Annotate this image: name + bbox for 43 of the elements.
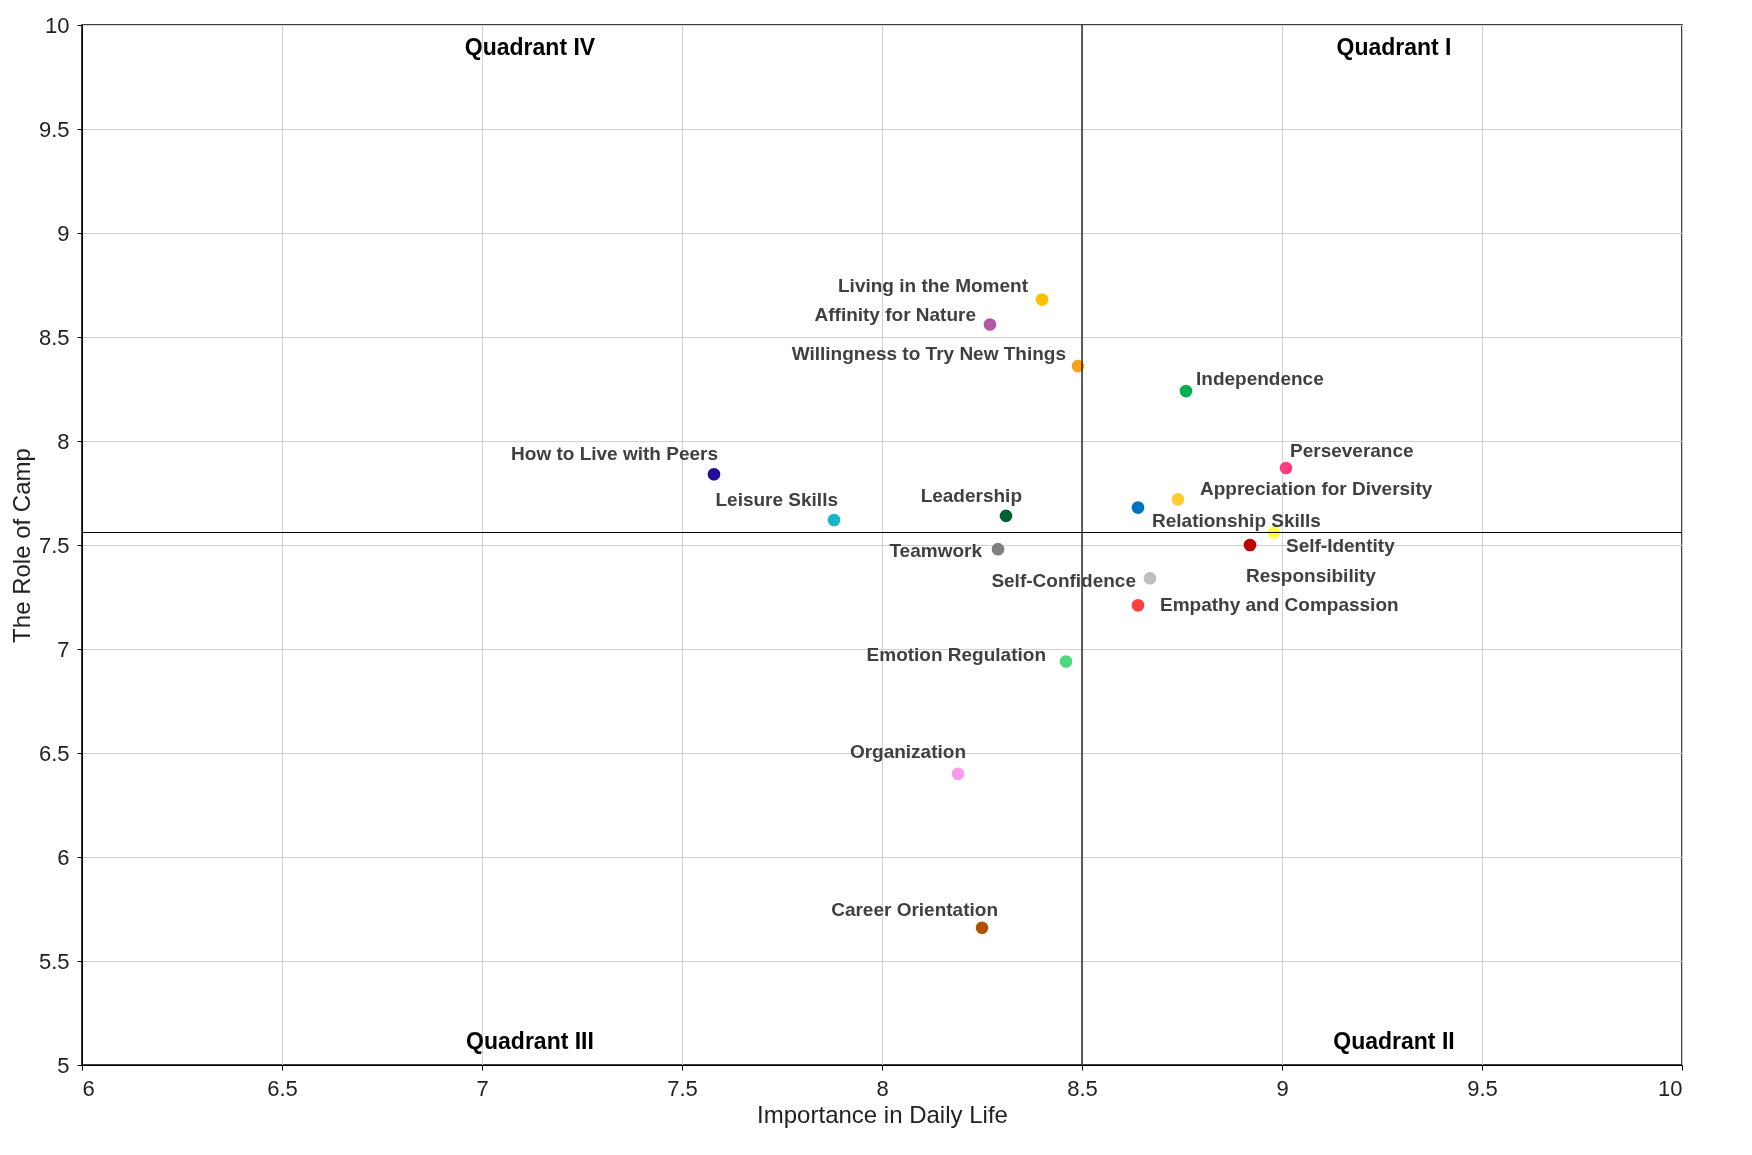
series-label: Independence bbox=[1196, 368, 1324, 390]
series-label: Relationship Skills bbox=[1152, 509, 1321, 531]
x-tick-label: 9 bbox=[1276, 1075, 1289, 1101]
series-label: Career Orientation bbox=[831, 898, 998, 920]
series-label: Teamwork bbox=[889, 540, 983, 562]
x-tick-label: 7 bbox=[476, 1075, 489, 1101]
series-label: Living in the Moment bbox=[838, 274, 1029, 296]
y-tick-label: 7.5 bbox=[38, 532, 70, 558]
x-axis-title: Importance in Daily Life bbox=[757, 1100, 1008, 1128]
y-tick-label: 8 bbox=[57, 428, 70, 454]
y-tick-label: 8.5 bbox=[38, 324, 70, 350]
x-tick-label: 6.5 bbox=[267, 1075, 298, 1101]
y-tick-label: 7 bbox=[57, 636, 70, 662]
series-label: Appreciation for Diversity bbox=[1200, 478, 1433, 500]
series-label: Emotion Regulation bbox=[866, 644, 1046, 666]
annotation: Quadrant IV bbox=[464, 33, 596, 60]
series-label: Affinity for Nature bbox=[814, 303, 976, 325]
series-label: Leisure Skills bbox=[715, 489, 838, 511]
series-label: Self-Identity bbox=[1286, 534, 1396, 556]
x-tick-label: 8.5 bbox=[1067, 1075, 1098, 1101]
x-tick-label: 7.5 bbox=[667, 1075, 698, 1101]
y-tick-label: 6.5 bbox=[38, 740, 70, 766]
x-tick-label: 10 bbox=[1658, 1075, 1683, 1101]
series-label: Perseverance bbox=[1290, 440, 1414, 462]
series-label: How to Live with Peers bbox=[511, 443, 718, 465]
x-tick-label: 8 bbox=[876, 1075, 889, 1101]
series-label: Empathy and Compassion bbox=[1160, 594, 1399, 616]
y-axis-title: The Role of Camp bbox=[7, 448, 35, 643]
series-label: Organization bbox=[849, 740, 966, 762]
annotation: Quadrant II bbox=[1333, 1028, 1455, 1055]
y-tick-label: 10 bbox=[45, 12, 70, 38]
annotation: Quadrant I bbox=[1336, 33, 1452, 60]
series-label: Leadership bbox=[920, 484, 1022, 506]
y-tick-label: 5.5 bbox=[38, 948, 70, 974]
series-label: Responsibility bbox=[1246, 565, 1377, 586]
x-tick-label: 6 bbox=[82, 1075, 95, 1101]
annotation: Quadrant III bbox=[466, 1028, 594, 1055]
x-tick-label: 9.5 bbox=[1467, 1075, 1498, 1101]
series-label: Willingness to Try New Things bbox=[791, 343, 1066, 365]
y-tick-label: 6 bbox=[57, 844, 70, 870]
y-tick-label: 9 bbox=[57, 220, 70, 246]
y-tick-label: 5 bbox=[57, 1052, 70, 1078]
y-tick-label: 9.5 bbox=[38, 116, 70, 142]
